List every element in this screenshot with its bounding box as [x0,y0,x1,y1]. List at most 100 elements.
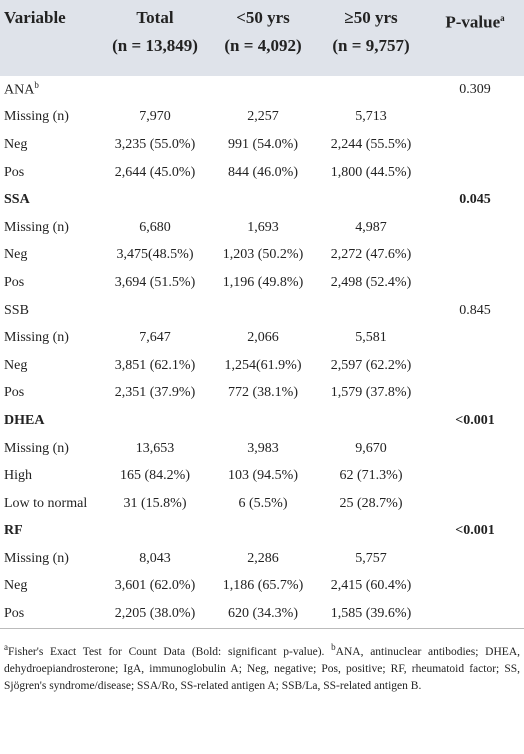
value-cell: 5,581 [355,330,387,346]
value-cell: 991 (54.0%) [228,136,298,152]
row-label: Pos [4,164,25,180]
group-row: DHEA <0.001 [0,407,524,435]
value-cell: 620 (34.3%) [210,600,316,629]
value-cell: 2,272 (47.6%) [330,247,412,263]
table-header: Variable Total (n = 13,849) <50 yrs (n = 4,0… [0,0,524,76]
row-label: Missing (n) [4,219,69,235]
footnote-text: Fisher's Exact Test for Count Data (Bold… [8,645,332,658]
group-row: RF <0.001 [0,518,524,546]
row-label: Pos [4,385,25,401]
row-label: Missing (n) [4,330,69,346]
value-cell: 62 (71.3%) [339,468,403,484]
empty-cell [426,490,524,518]
row-label: Neg [4,357,28,373]
footnote-sup: b [331,641,336,652]
data-row: Pos 3,694 (51.5%) 1,196 (49.8%) 2,498 (52.4… [0,269,524,297]
value-cell: 3,235 (55.0%) [114,136,196,152]
group-name: ANA [4,83,35,99]
data-row: Neg 3,851 (62.1%) 1,254(61.9%) 2,597 (62.2%… [0,352,524,380]
value-cell: 8,043 [139,550,171,566]
row-label: Low to normal [4,495,88,511]
group-name-cell: DHEA [0,407,100,435]
p-value: <0.001 [455,412,495,428]
group-sup: b [34,80,39,91]
p-value: <0.001 [455,523,495,539]
data-row: Neg 3,235 (55.0%) 991 (54.0%) 2,244 (55.5%) [0,131,524,159]
header-n: (n = 9,757) [332,36,410,55]
data-row: Missing (n) 8,043 2,286 5,757 [0,545,524,573]
value-cell: 2,351 (37.9%) [114,385,196,401]
row-label: High [4,468,32,484]
value-cell: 2,066 [247,330,279,346]
value-cell: 7,970 [139,109,171,125]
value-cell: 2,205 (38.0%) [100,600,210,629]
value-cell: 1,196 (49.8%) [222,274,304,290]
value-cell: 2,286 [247,550,279,566]
value-cell: 1,693 [247,219,279,235]
header-sup: a [500,13,505,23]
header-cell: ≥50 yrs (n = 9,757) [316,0,426,76]
empty-cell [100,76,210,104]
value-cell: 844 (46.0%) [228,164,298,180]
data-row: Missing (n) 6,680 1,693 4,987 [0,214,524,242]
value-cell: 1,800 (44.5%) [330,164,412,180]
group-name: SSB [4,302,29,318]
empty-cell [426,600,524,629]
header-cell: Total (n = 13,849) [100,0,210,76]
row-label: Pos [0,600,100,629]
group-name-cell: SSA [0,186,100,214]
row-label: Pos [4,274,25,290]
empty-cell [426,545,524,573]
empty-cell [316,518,426,546]
header-label: Total [136,8,174,27]
data-row: Neg 3,601 (62.0%) 1,186 (65.7%) 2,415 (60.4… [0,573,524,601]
table-body: ANAb 0.309 Missing (n) 7,970 2,257 5,713 Neg 3,… [0,76,524,629]
data-row: High 165 (84.2%) 103 (94.5%) 62 (71.3%) [0,462,524,490]
group-name: RF [4,523,23,539]
value-cell: 25 (28.7%) [339,495,403,511]
empty-cell [100,297,210,325]
empty-cell [426,104,524,132]
empty-cell [316,407,426,435]
data-row: Missing (n) 7,970 2,257 5,713 [0,104,524,132]
data-row: Pos 2,351 (37.9%) 772 (38.1%) 1,579 (37.8%) [0,380,524,408]
value-cell: 3,983 [247,440,279,456]
value-cell: 2,257 [247,109,279,125]
row-label: Missing (n) [4,109,69,125]
data-row: Pos 2,205 (38.0%) 620 (34.3%) 1,585 (39.6%) [0,600,524,629]
empty-cell [316,76,426,104]
empty-cell [100,186,210,214]
empty-cell [426,352,524,380]
value-cell: 103 (94.5%) [228,468,298,484]
header-cell: P-valuea [426,0,524,76]
group-row: SSA 0.045 [0,186,524,214]
value-cell: 2,597 (62.2%) [330,357,412,373]
empty-cell [210,518,316,546]
group-row: SSB 0.845 [0,297,524,325]
value-cell: 31 (15.8%) [123,495,187,511]
value-cell: 165 (84.2%) [120,468,190,484]
empty-cell [426,380,524,408]
empty-cell [316,297,426,325]
footnote: aFisher's Exact Test for Count Data (Bol… [0,629,524,695]
group-name: DHEA [4,412,45,428]
value-cell: 2,644 (45.0%) [114,164,196,180]
group-name: SSA [4,192,30,208]
header-label: Variable [4,8,66,27]
group-name-cell: RF [0,518,100,546]
value-cell: 1,203 (50.2%) [222,247,304,263]
empty-cell [210,407,316,435]
value-cell: 3,851 (62.1%) [114,357,196,373]
empty-cell [100,518,210,546]
header-n: (n = 4,092) [224,36,302,55]
value-cell: 7,647 [139,330,171,346]
row-label: Neg [4,247,28,263]
empty-cell [426,159,524,187]
p-value: 0.045 [459,192,491,208]
data-row: Low to normal 31 (15.8%) 6 (5.5%) 25 (28.7%… [0,490,524,518]
header-cell: <50 yrs (n = 4,092) [210,0,316,76]
empty-cell [426,573,524,601]
value-cell: 3,475(48.5%) [116,247,194,263]
row-label: Neg [4,136,28,152]
